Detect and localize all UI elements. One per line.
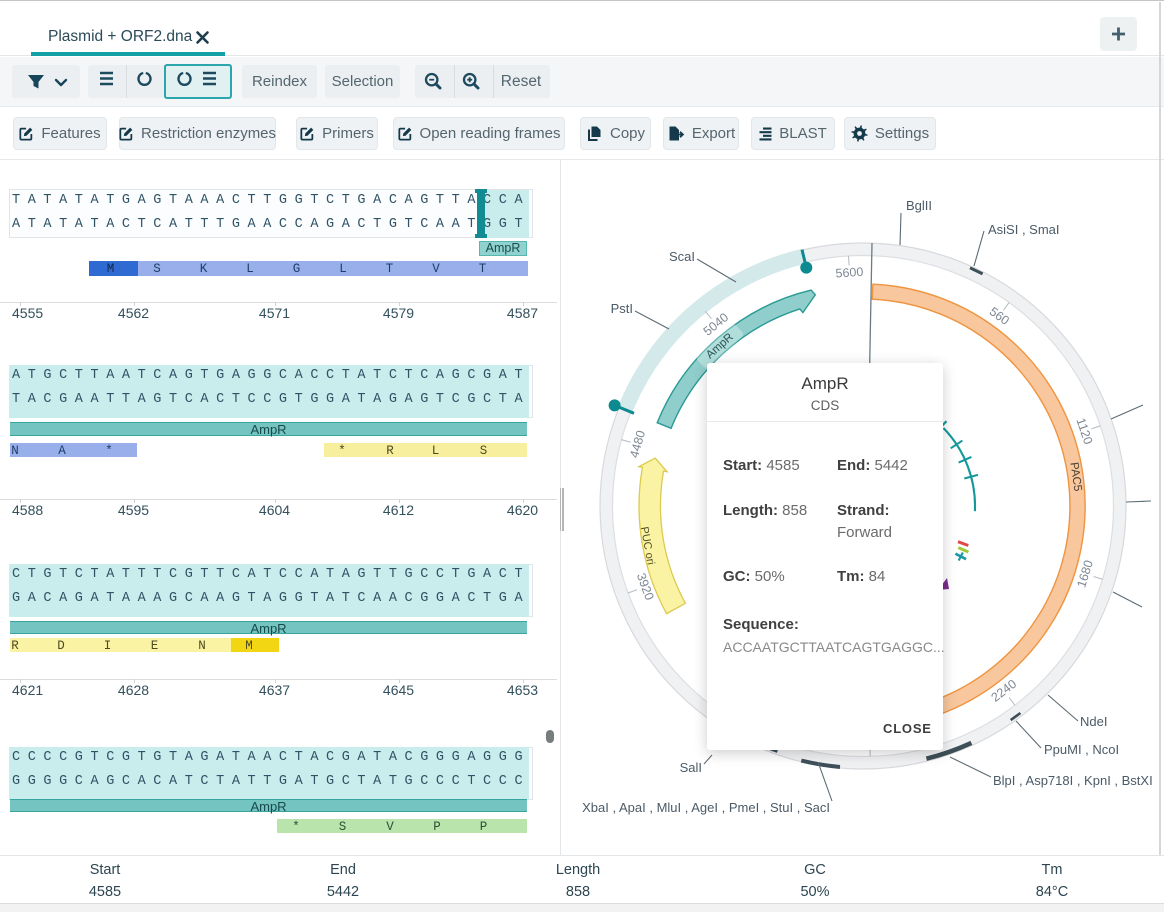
svg-text:1120: 1120 — [1073, 416, 1095, 446]
svg-text:ScaI: ScaI — [669, 249, 695, 264]
svg-text:4480: 4480 — [627, 429, 648, 460]
svg-text:PstI: PstI — [611, 301, 633, 316]
svg-text:PAC5: PAC5 — [1068, 462, 1084, 493]
svg-text:BlpI , Asp718I , KpnI , BstXI: BlpI , Asp718I , KpnI , BstXI — [993, 773, 1153, 788]
svg-text:AsiSI , SmaI: AsiSI , SmaI — [988, 222, 1060, 237]
svg-text:5600: 5600 — [835, 265, 864, 281]
svg-text:NdeI: NdeI — [1080, 714, 1107, 729]
svg-text:BglII: BglII — [906, 198, 932, 213]
svg-text:PpuMI , NcoI: PpuMI , NcoI — [1044, 742, 1119, 757]
svg-text:XbaI , ApaI , MluI , AgeI , Pm: XbaI , ApaI , MluI , AgeI , PmeI , StuI … — [582, 800, 830, 815]
svg-text:SalI: SalI — [680, 760, 702, 775]
